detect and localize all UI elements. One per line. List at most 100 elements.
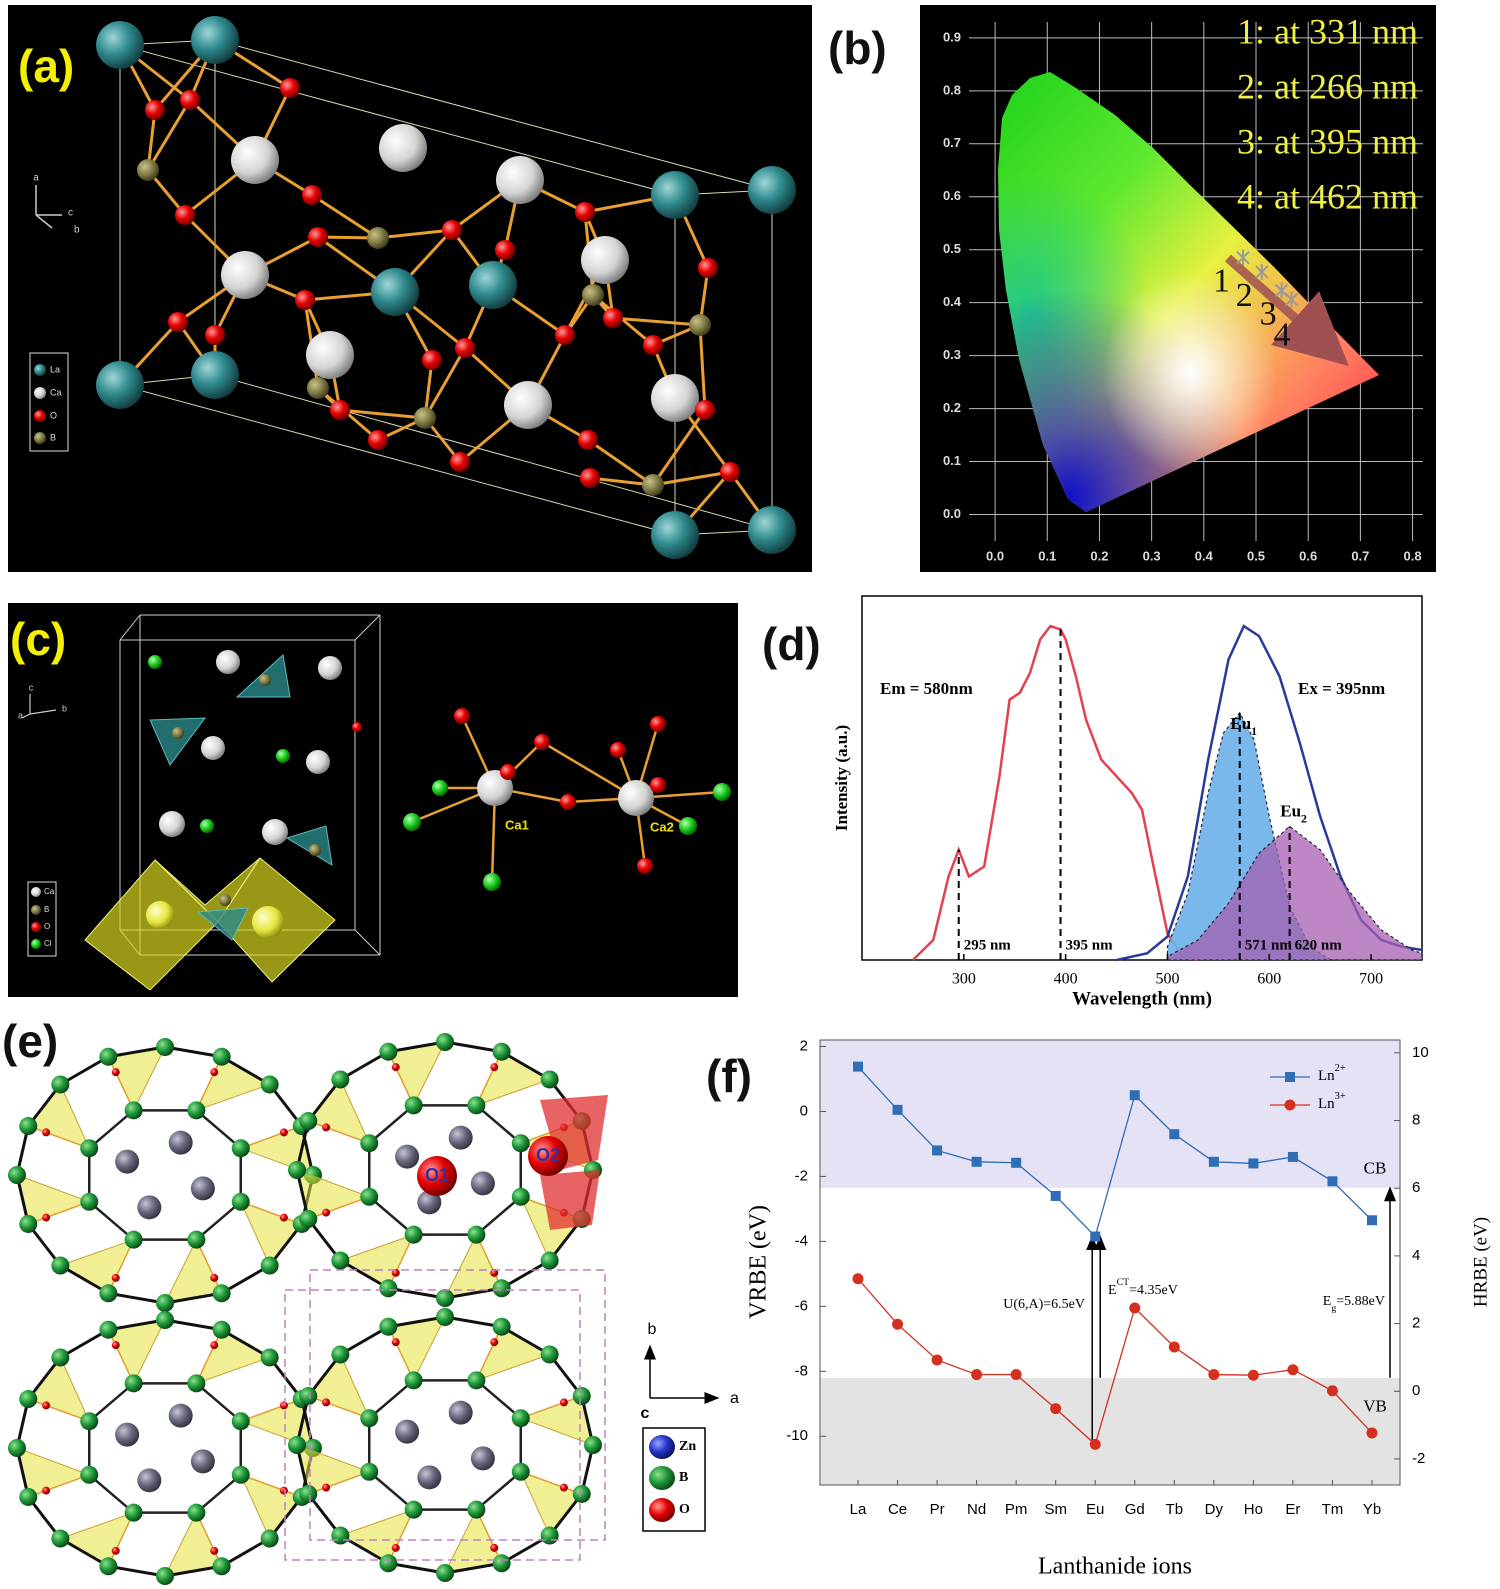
atom xyxy=(156,1038,174,1056)
panel-label: (a) xyxy=(18,40,74,92)
annotation: 1: at 331 nm xyxy=(1237,11,1418,51)
atom xyxy=(642,474,664,496)
bond xyxy=(59,1264,110,1295)
bond xyxy=(592,293,654,347)
atom xyxy=(379,1042,398,1061)
line xyxy=(912,624,1199,962)
legend-label: Ca xyxy=(50,387,62,397)
legend-swatch xyxy=(649,1435,675,1459)
x-tick-label: Eu xyxy=(1086,1501,1104,1518)
atom xyxy=(252,906,284,938)
bond xyxy=(698,324,707,411)
legend-swatch xyxy=(31,887,41,897)
bond xyxy=(475,1509,503,1564)
atom xyxy=(306,331,354,379)
atom xyxy=(404,1371,423,1390)
panel-label: (e) xyxy=(2,1015,58,1067)
x-axis-label: Lanthanide ions xyxy=(1038,1554,1192,1580)
x-tick-label: 300 xyxy=(952,971,976,988)
bond xyxy=(108,1291,166,1305)
atom xyxy=(559,1398,568,1407)
atom xyxy=(210,1546,219,1555)
atom xyxy=(187,1503,206,1522)
atom xyxy=(360,1462,379,1481)
atom xyxy=(200,819,214,833)
atom xyxy=(490,1338,499,1347)
point xyxy=(1248,1158,1259,1169)
label-part: 1 xyxy=(1251,724,1257,738)
bond xyxy=(220,1055,271,1086)
bond xyxy=(587,438,654,487)
bond xyxy=(444,1315,502,1329)
atom xyxy=(8,1166,26,1184)
atom xyxy=(540,1526,559,1545)
atom xyxy=(379,1317,398,1336)
atom xyxy=(99,1047,118,1066)
bond xyxy=(388,1040,446,1054)
annotation: 3: at 395 nm xyxy=(1237,121,1418,161)
atom xyxy=(115,1149,140,1174)
y-tick-label: 0.0 xyxy=(943,506,961,521)
atom xyxy=(322,1208,331,1217)
y-tick-label: 0.1 xyxy=(943,453,961,468)
atom xyxy=(145,100,165,120)
bond xyxy=(388,1561,446,1575)
annotation: 2: at 266 nm xyxy=(1237,66,1418,106)
bond xyxy=(500,1325,551,1356)
atom xyxy=(307,377,329,399)
atom xyxy=(80,1139,99,1158)
atom xyxy=(168,1130,193,1155)
atom xyxy=(175,205,195,225)
atom xyxy=(168,312,188,332)
atom xyxy=(260,1256,279,1275)
atom xyxy=(483,873,501,891)
atom xyxy=(559,1483,568,1492)
area xyxy=(1166,825,1423,961)
atom xyxy=(51,1529,70,1548)
atom xyxy=(111,1546,120,1555)
atom xyxy=(391,1338,400,1347)
point-label: 3 xyxy=(1260,295,1277,332)
atom xyxy=(279,1486,288,1495)
bond xyxy=(612,316,701,327)
atoms xyxy=(96,16,796,559)
atom xyxy=(306,750,330,774)
atom xyxy=(582,284,604,306)
atom xyxy=(322,1483,331,1492)
atom xyxy=(650,716,666,732)
bond xyxy=(339,408,426,420)
point xyxy=(1169,1129,1180,1140)
bond xyxy=(107,1512,135,1567)
cell-edge xyxy=(214,39,773,191)
point xyxy=(892,1318,904,1330)
site-label: O2 xyxy=(536,1145,560,1165)
x-tick-label: 500 xyxy=(1155,971,1179,988)
atom xyxy=(490,1063,499,1072)
atom xyxy=(260,1529,279,1548)
atom xyxy=(260,1348,279,1367)
atom xyxy=(467,1371,486,1390)
point xyxy=(1366,1427,1378,1439)
bond xyxy=(368,1470,415,1511)
legend-swatch xyxy=(34,432,46,444)
bond xyxy=(339,1259,390,1290)
atom xyxy=(417,1156,457,1196)
bond xyxy=(28,1474,90,1498)
legend-swatch xyxy=(31,922,41,932)
atom xyxy=(331,1345,350,1364)
atom xyxy=(124,1503,143,1522)
point xyxy=(892,1104,903,1115)
atom xyxy=(330,400,350,420)
atom xyxy=(19,1117,38,1136)
atom xyxy=(96,361,144,409)
point xyxy=(1168,1341,1180,1353)
atom xyxy=(695,400,715,420)
x-tick-label: Ce xyxy=(888,1501,907,1518)
bond xyxy=(475,1104,522,1145)
y2-tick-label: 8 xyxy=(1412,1112,1420,1129)
atom xyxy=(534,734,550,750)
polyhedron xyxy=(196,907,249,941)
bond xyxy=(387,1234,415,1289)
bond xyxy=(308,1395,370,1419)
atom xyxy=(436,1308,454,1326)
